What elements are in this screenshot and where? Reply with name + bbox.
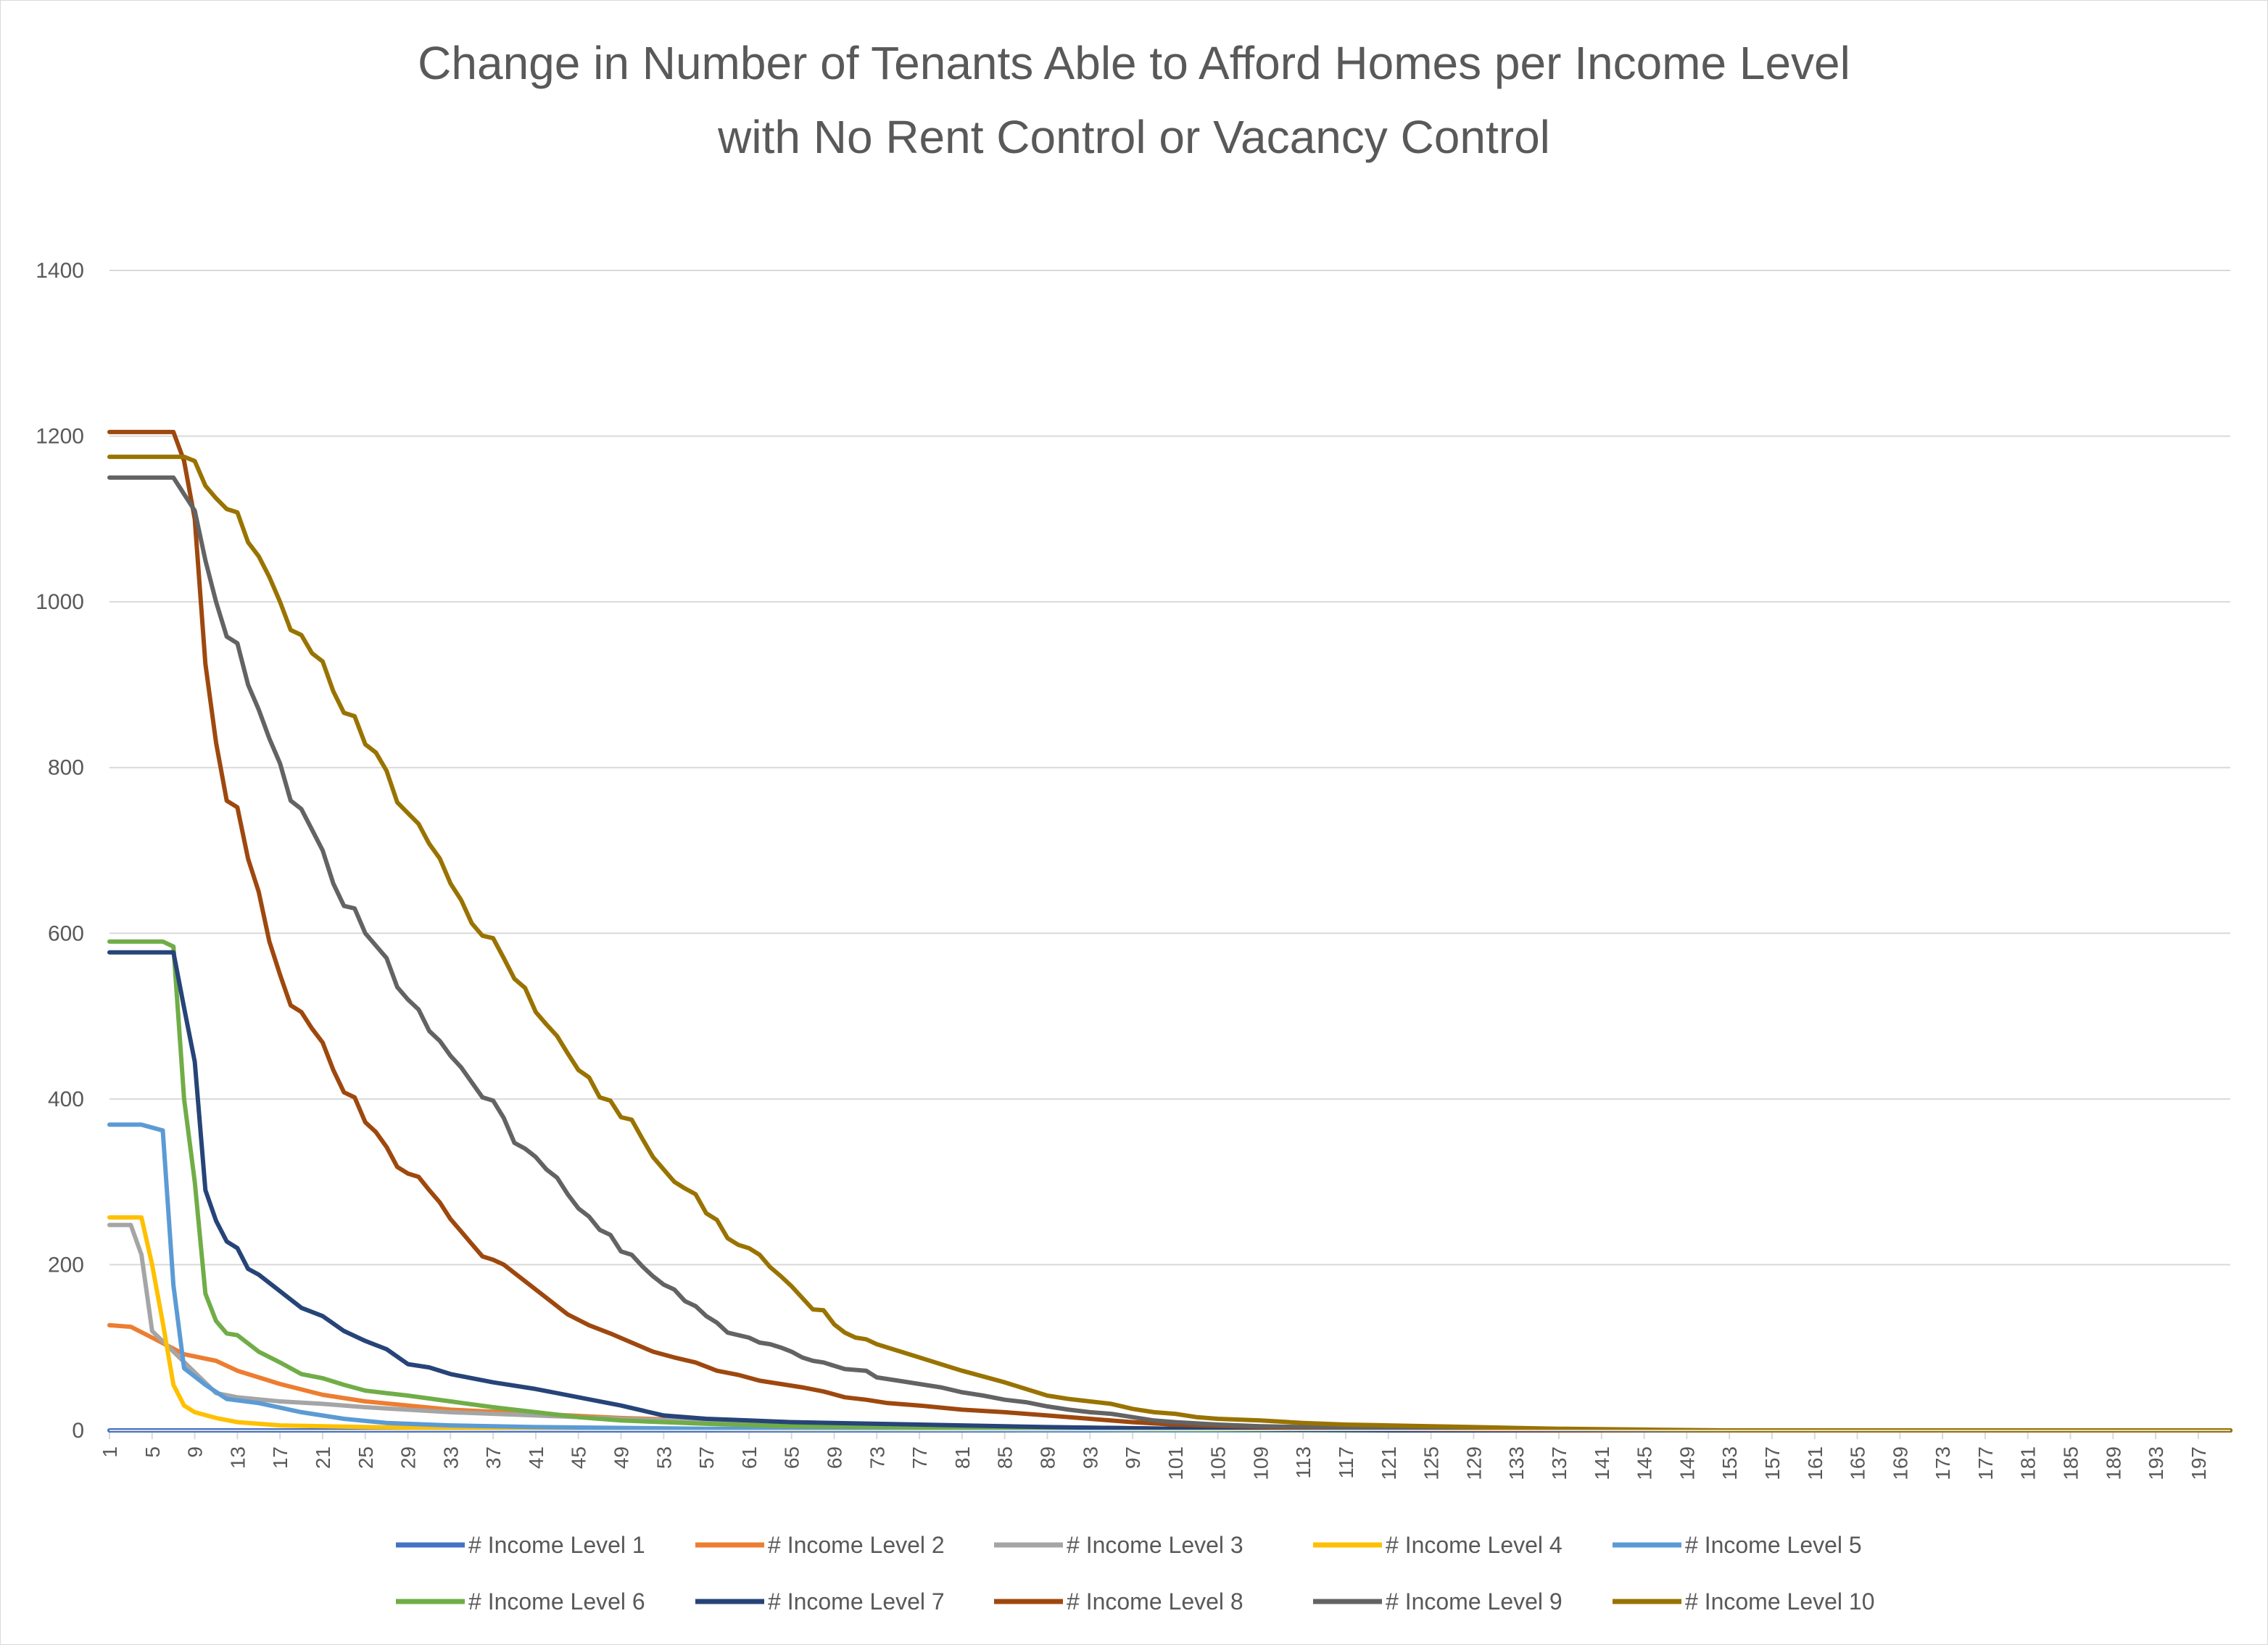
x-tick-label: 93 [1079,1446,1101,1469]
x-tick-label: 117 [1335,1446,1357,1479]
x-tick-label: 121 [1378,1446,1400,1480]
x-tick-label: 25 [355,1446,377,1469]
x-tick-label: 5 [141,1446,164,1458]
x-tick-label: 21 [312,1446,334,1469]
x-tick-label: 169 [1889,1446,1911,1480]
y-tick-label: 200 [48,1253,84,1277]
x-tick-label: 97 [1122,1446,1144,1469]
x-tick-label: 57 [695,1446,718,1469]
x-tick-label: 29 [397,1446,420,1469]
x-tick-label: 1 [99,1446,121,1458]
x-tick-label: 41 [525,1446,547,1469]
x-tick-label: 149 [1676,1446,1698,1480]
x-tick-label: 101 [1164,1446,1187,1480]
x-tick-label: 113 [1292,1446,1315,1479]
x-tick-label: 77 [909,1446,931,1469]
legend-label-income-level-8: # Income Level 8 [1067,1588,1243,1615]
x-tick-label: 109 [1249,1446,1272,1480]
series-line-income-level-5 [107,1122,2232,1433]
x-tick-label: 125 [1420,1446,1443,1480]
x-tick-label: 181 [2017,1446,2040,1480]
x-tick-label: 49 [611,1446,633,1469]
x-tick-label: 197 [2188,1446,2210,1480]
x-tick-label: 137 [1548,1446,1570,1480]
legend-label-income-level-1: # Income Level 1 [468,1532,645,1558]
series-lines [107,429,2232,1433]
series-line-income-level-7 [107,950,2232,1433]
x-tick-label: 193 [2145,1446,2167,1480]
x-tick-label: 61 [738,1446,761,1469]
chart-title-line-2: with No Rent Control or Vacancy Control [717,111,1550,163]
legend-label-income-level-10: # Income Level 10 [1685,1588,1875,1615]
x-tick-label: 145 [1634,1446,1656,1480]
x-tick-label: 17 [269,1446,291,1469]
x-tick-label: 13 [226,1446,249,1469]
y-tick-label: 600 [48,921,84,945]
y-tick-label: 1400 [36,259,84,283]
x-tick-label: 89 [1036,1446,1059,1469]
x-tick-label: 37 [482,1446,505,1469]
legend-label-income-level-4: # Income Level 4 [1386,1532,1563,1558]
legend-label-income-level-7: # Income Level 7 [768,1588,945,1615]
series-line-income-level-6 [107,939,2232,1433]
x-tick-label: 133 [1505,1446,1528,1480]
x-tick-label: 173 [1932,1446,1954,1480]
x-tick-label: 65 [781,1446,803,1469]
series-line-income-level-9 [107,475,2232,1433]
y-tick-label: 0 [72,1419,84,1443]
x-tick-label: 177 [1974,1446,1997,1480]
x-tick-label: 189 [2102,1446,2124,1480]
legend-label-income-level-3: # Income Level 3 [1067,1532,1243,1558]
x-tick-label: 81 [951,1446,974,1469]
x-tick-label: 157 [1761,1446,1784,1480]
legend-label-income-level-9: # Income Level 9 [1386,1588,1563,1615]
x-tick-label: 165 [1847,1446,1869,1480]
x-tick-label: 141 [1591,1446,1613,1480]
x-tick-label: 153 [1718,1446,1741,1480]
y-tick-label: 1200 [36,425,84,449]
x-tick-label: 33 [439,1446,462,1469]
series-line-income-level-10 [107,455,2232,1433]
legend-label-income-level-5: # Income Level 5 [1685,1532,1862,1558]
x-tick-label: 73 [866,1446,888,1469]
y-tick-label: 400 [48,1087,84,1111]
x-tick-label: 105 [1207,1446,1230,1480]
x-tick-label: 129 [1462,1446,1485,1480]
x-tick-label: 185 [2060,1446,2082,1480]
x-tick-label: 161 [1804,1446,1826,1480]
x-tick-label: 53 [653,1446,675,1469]
x-tick-label: 69 [823,1446,845,1469]
legend: # Income Level 1 # Income Level 2 # Income… [396,1532,1875,1615]
x-axis: 1 5 9 13 17 21 25 29 33 37 41 45 49 53 57 61 65 69 73 77 81 8… [99,1430,2210,1480]
y-tick-label: 1000 [36,590,84,614]
legend-label-income-level-6: # Income Level 6 [468,1588,645,1615]
x-tick-label: 45 [568,1446,590,1469]
series-line-income-level-8 [107,429,2232,1433]
x-tick-label: 85 [994,1446,1017,1469]
y-tick-label: 800 [48,756,84,780]
chart-title-line-1: Change in Number of Tenants Able to Affo… [418,37,1850,89]
x-tick-label: 9 [184,1446,207,1458]
y-axis: 0 200 400 600 800 1000 1200 1400 [36,259,84,1443]
legend-label-income-level-2: # Income Level 2 [768,1532,945,1558]
gridlines [109,270,2230,1431]
